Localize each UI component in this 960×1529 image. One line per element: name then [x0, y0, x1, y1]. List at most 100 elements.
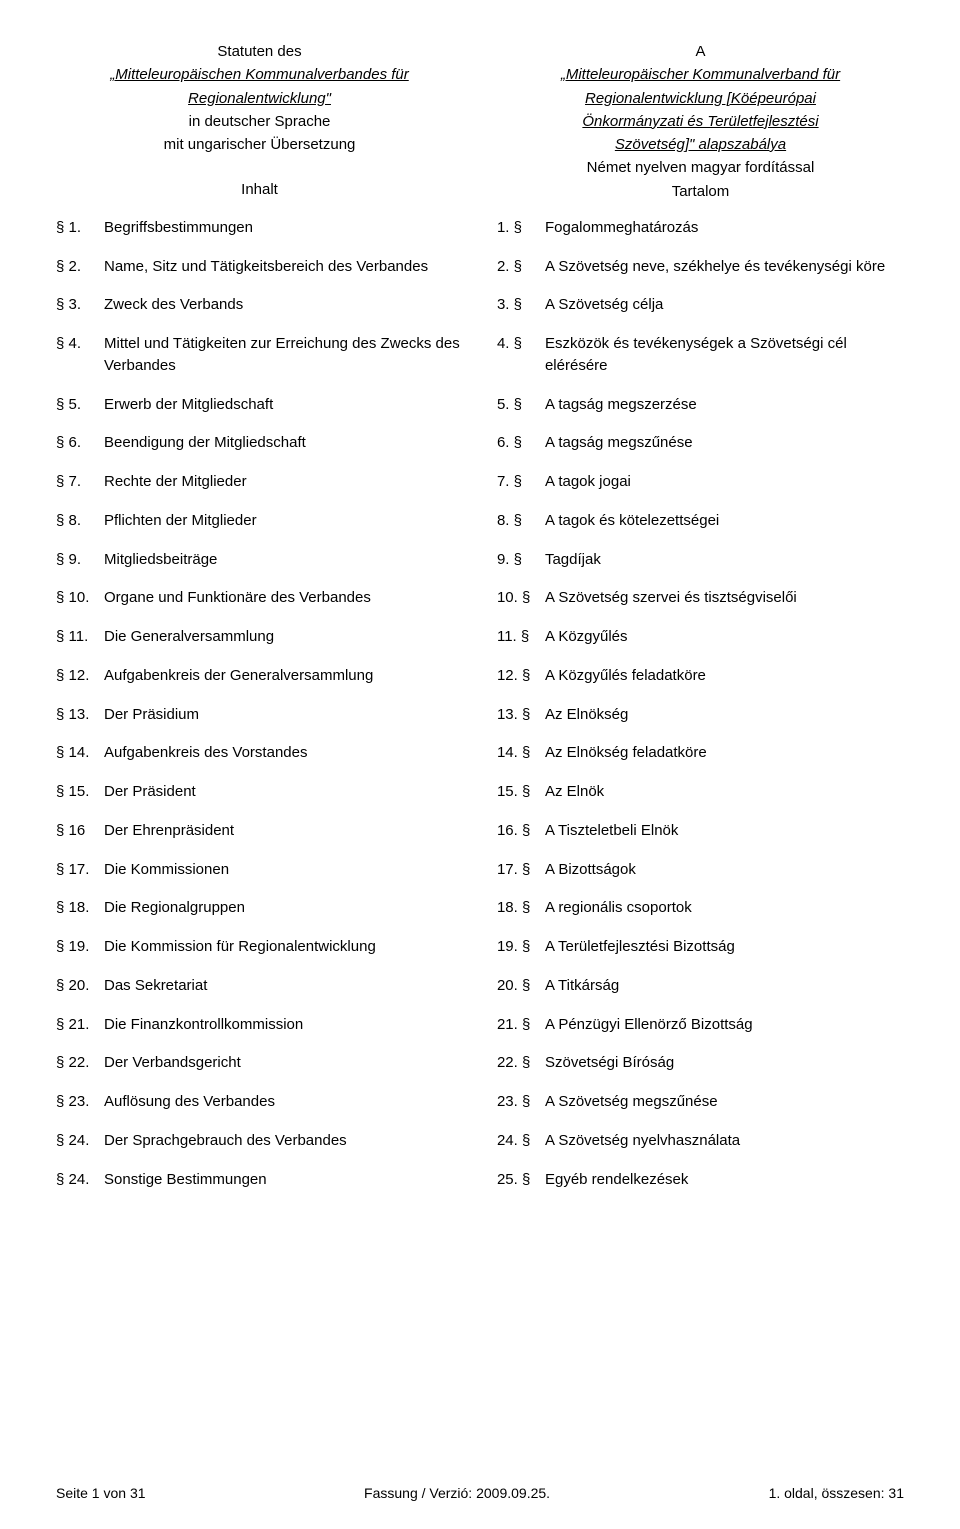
- toc-row: 22. §Szövetségi Bíróság: [497, 1052, 904, 1074]
- toc-label: Der Ehrenpräsident: [104, 820, 463, 842]
- toc-label: Szövetségi Bíróság: [545, 1052, 904, 1074]
- toc-row: § 23.Auflösung des Verbandes: [56, 1091, 463, 1113]
- toc-row: § 14.Aufgabenkreis des Vorstandes: [56, 742, 463, 764]
- toc-section-number: 3. §: [497, 294, 545, 316]
- toc-section-number: 1. §: [497, 217, 545, 239]
- toc-label: Der Präsident: [104, 781, 463, 803]
- toc-section-number: 15. §: [497, 781, 545, 803]
- toc-label: Die Generalversammlung: [104, 626, 463, 648]
- header-left-l2: „Mitteleuropäischen Kommunalverbandes fü…: [56, 63, 463, 86]
- toc-row: 21. §A Pénzügyi Ellenörző Bizottság: [497, 1014, 904, 1036]
- toc-section-number: 6. §: [497, 432, 545, 454]
- header-right: A „Mitteleuropäischer Kommunalverband fü…: [497, 40, 904, 203]
- toc-label: Az Elnök: [545, 781, 904, 803]
- toc-row: § 24.Sonstige Bestimmungen: [56, 1169, 463, 1191]
- toc-section-number: § 19.: [56, 936, 104, 958]
- toc-label: Aufgabenkreis der Generalversammlung: [104, 665, 463, 687]
- toc-label: A Szövetség nyelvhasználata: [545, 1130, 904, 1152]
- toc-section-number: § 12.: [56, 665, 104, 687]
- toc-label: Egyéb rendelkezések: [545, 1169, 904, 1191]
- toc-section-number: § 13.: [56, 704, 104, 726]
- toc-row: § 17.Die Kommissionen: [56, 859, 463, 881]
- toc-label: Organe und Funktionäre des Verbandes: [104, 587, 463, 609]
- toc-section-number: § 9.: [56, 549, 104, 571]
- toc-section-number: 9. §: [497, 549, 545, 571]
- toc-section-number: 21. §: [497, 1014, 545, 1036]
- toc-section-number: 8. §: [497, 510, 545, 532]
- toc: § 1.Begriffsbestimmungen§ 2.Name, Sitz u…: [56, 217, 904, 1208]
- toc-label: A tagság megszerzése: [545, 394, 904, 416]
- toc-row: § 11.Die Generalversammlung: [56, 626, 463, 648]
- toc-label: A Szövetség megszűnése: [545, 1091, 904, 1113]
- toc-label: A Közgyűlés feladatköre: [545, 665, 904, 687]
- toc-label: Auflösung des Verbandes: [104, 1091, 463, 1113]
- footer: Seite 1 von 31 Fassung / Verzió: 2009.09…: [56, 1485, 904, 1501]
- toc-section-number: § 17.: [56, 859, 104, 881]
- toc-row: § 1.Begriffsbestimmungen: [56, 217, 463, 239]
- header-block: Statuten des „Mitteleuropäischen Kommuna…: [56, 40, 904, 203]
- toc-row: 19. §A Területfejlesztési Bizottság: [497, 936, 904, 958]
- toc-section-number: 10. §: [497, 587, 545, 609]
- toc-row: § 7.Rechte der Mitglieder: [56, 471, 463, 493]
- toc-section-number: § 7.: [56, 471, 104, 493]
- toc-row: § 6.Beendigung der Mitgliedschaft: [56, 432, 463, 454]
- toc-label: Die Finanzkontrollkommission: [104, 1014, 463, 1036]
- toc-label: Beendigung der Mitgliedschaft: [104, 432, 463, 454]
- toc-section-number: § 5.: [56, 394, 104, 416]
- toc-section-number: § 20.: [56, 975, 104, 997]
- header-right-l3: Regionalentwicklung [Köépeurópai: [497, 87, 904, 110]
- toc-row: § 22.Der Verbandsgericht: [56, 1052, 463, 1074]
- toc-label: A tagság megszűnése: [545, 432, 904, 454]
- toc-row: § 16Der Ehrenpräsident: [56, 820, 463, 842]
- toc-section-number: § 11.: [56, 626, 104, 648]
- toc-section-number: § 15.: [56, 781, 104, 803]
- toc-section-number: § 21.: [56, 1014, 104, 1036]
- toc-row: 16. §A Tiszteletbeli Elnök: [497, 820, 904, 842]
- toc-row: § 3.Zweck des Verbands: [56, 294, 463, 316]
- toc-section-number: § 24.: [56, 1130, 104, 1152]
- toc-section-number: 5. §: [497, 394, 545, 416]
- toc-section-number: 17. §: [497, 859, 545, 881]
- toc-row: 20. §A Titkárság: [497, 975, 904, 997]
- toc-row: 7. §A tagok jogai: [497, 471, 904, 493]
- toc-row: § 18.Die Regionalgruppen: [56, 897, 463, 919]
- toc-label: Az Elnökség feladatköre: [545, 742, 904, 764]
- toc-label: A tagok jogai: [545, 471, 904, 493]
- header-left-l5: mit ungarischer Übersetzung: [56, 133, 463, 156]
- toc-section-number: § 16: [56, 820, 104, 842]
- toc-label: A Szövetség neve, székhelye és tevékenys…: [545, 256, 904, 278]
- toc-section-number: 16. §: [497, 820, 545, 842]
- toc-section-number: 11. §: [497, 626, 545, 648]
- toc-label: Fogalommeghatározás: [545, 217, 904, 239]
- toc-row: § 24.Der Sprachgebrauch des Verbandes: [56, 1130, 463, 1152]
- toc-label: A Tiszteletbeli Elnök: [545, 820, 904, 842]
- toc-section-number: § 14.: [56, 742, 104, 764]
- toc-row: 12. §A Közgyűlés feladatköre: [497, 665, 904, 687]
- toc-row: 23. §A Szövetség megszűnése: [497, 1091, 904, 1113]
- toc-label: A Szövetség célja: [545, 294, 904, 316]
- toc-section-number: § 22.: [56, 1052, 104, 1074]
- toc-section-number: § 1.: [56, 217, 104, 239]
- toc-section-number: § 23.: [56, 1091, 104, 1113]
- toc-row: 3. §A Szövetség célja: [497, 294, 904, 316]
- toc-section-number: § 8.: [56, 510, 104, 532]
- toc-row: § 13.Der Präsidium: [56, 704, 463, 726]
- toc-label: Die Kommission für Regionalentwicklung: [104, 936, 463, 958]
- toc-label: A tagok és kötelezettségei: [545, 510, 904, 532]
- toc-row: § 15.Der Präsident: [56, 781, 463, 803]
- toc-section-number: 19. §: [497, 936, 545, 958]
- toc-row: 10. §A Szövetség szervei és tisztségvise…: [497, 587, 904, 609]
- toc-label: Tagdíjak: [545, 549, 904, 571]
- toc-label: Pflichten der Mitglieder: [104, 510, 463, 532]
- toc-row: § 8.Pflichten der Mitglieder: [56, 510, 463, 532]
- toc-left-column: § 1.Begriffsbestimmungen§ 2.Name, Sitz u…: [56, 217, 463, 1208]
- header-left-l1: Statuten des: [56, 40, 463, 63]
- toc-label: A Területfejlesztési Bizottság: [545, 936, 904, 958]
- header-right-l1: A: [497, 40, 904, 63]
- toc-row: 17. §A Bizottságok: [497, 859, 904, 881]
- footer-right: 1. oldal, összesen: 31: [769, 1485, 904, 1501]
- toc-label: Zweck des Verbands: [104, 294, 463, 316]
- toc-label: A Szövetség szervei és tisztségviselői: [545, 587, 904, 609]
- toc-section-number: § 6.: [56, 432, 104, 454]
- header-left-l4: in deutscher Sprache: [56, 110, 463, 133]
